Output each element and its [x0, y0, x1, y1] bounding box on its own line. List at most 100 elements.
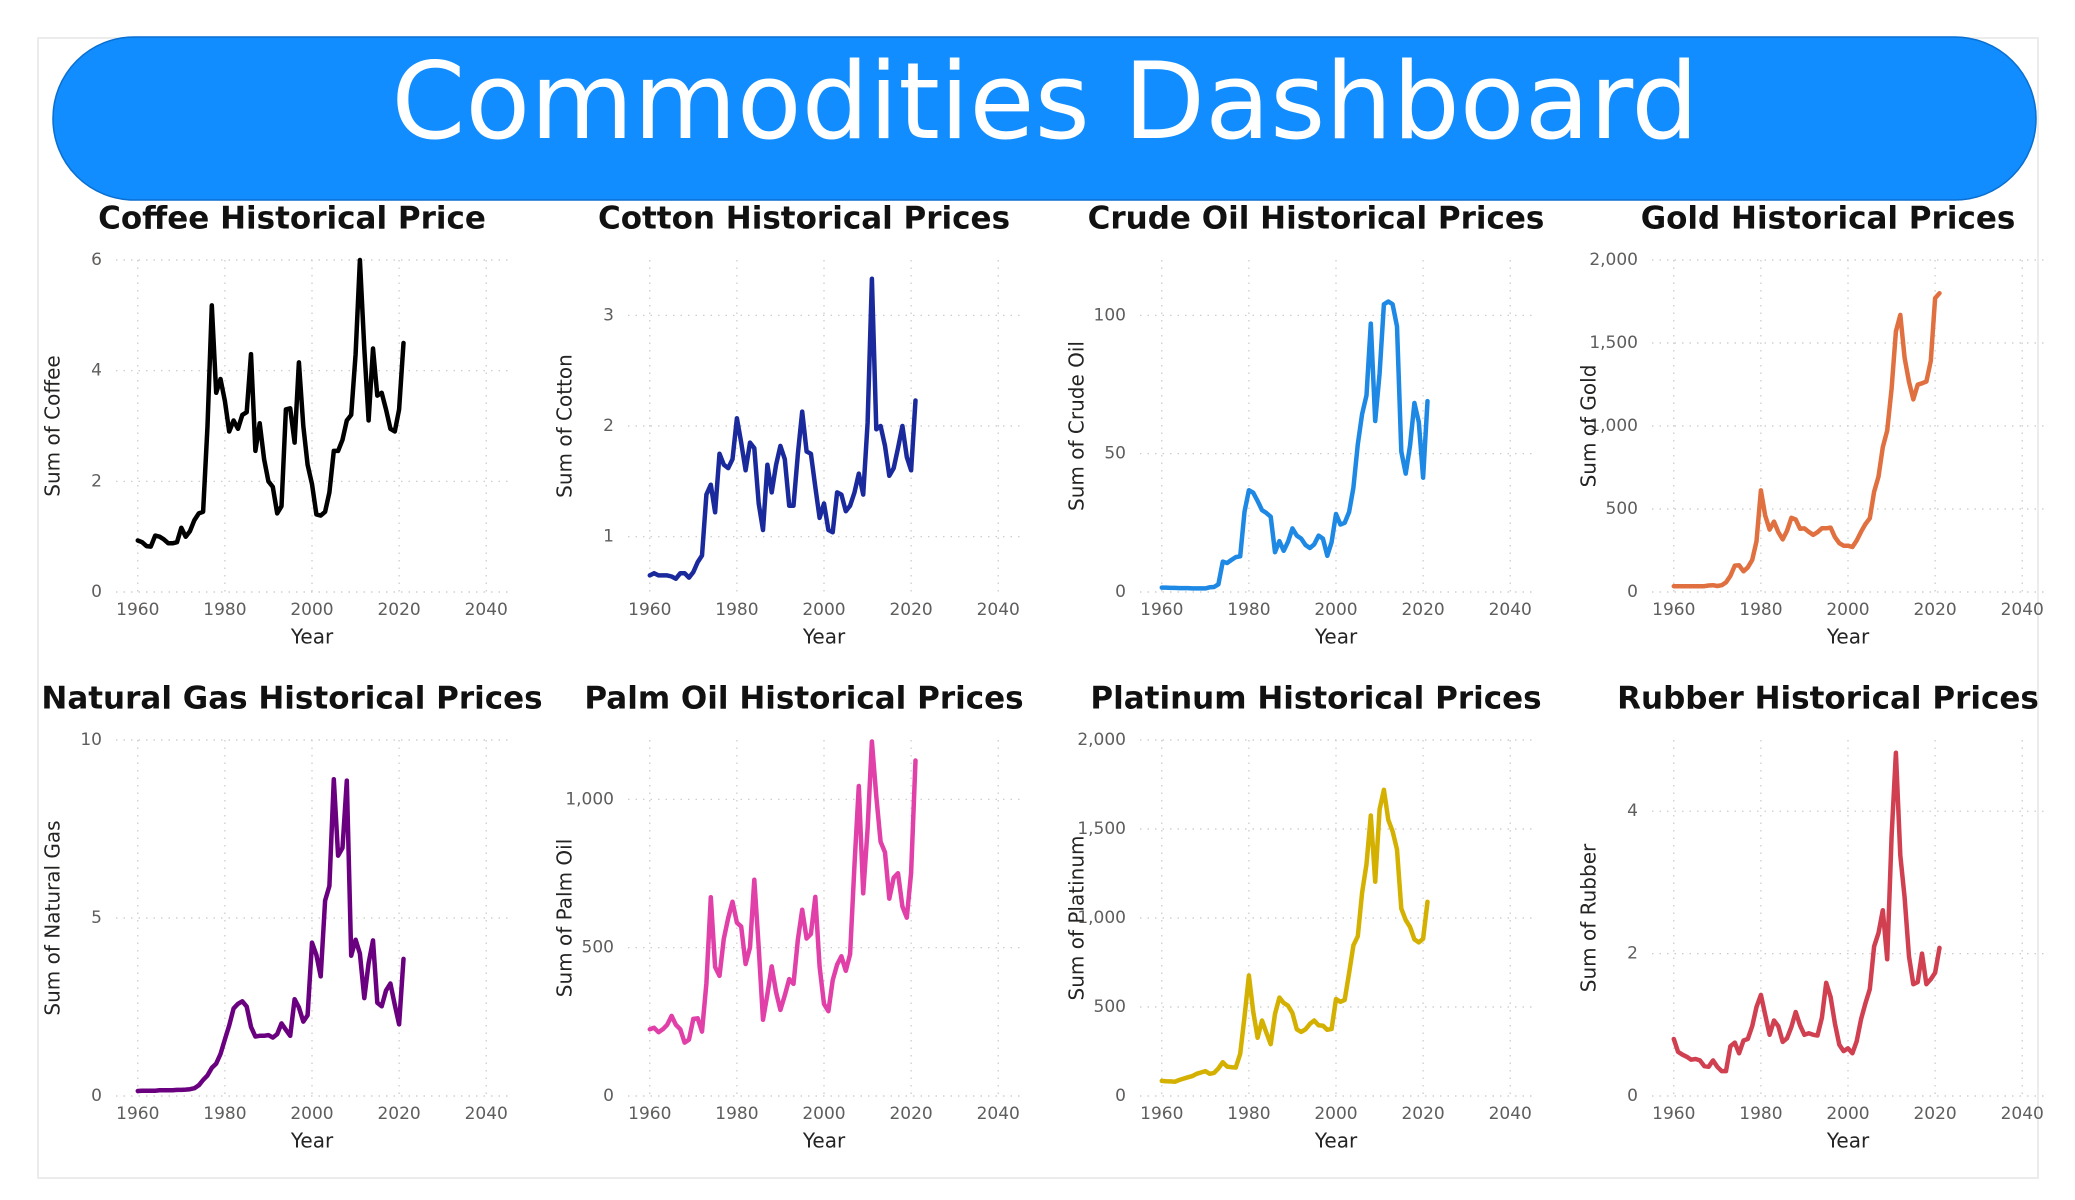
x-axis-label: Year	[1314, 1129, 1358, 1153]
x-tick-label: 1980	[203, 600, 246, 620]
x-tick-label: 1980	[715, 1104, 758, 1124]
y-tick-label: 1,000	[565, 789, 614, 809]
x-tick-label: 1960	[1140, 1104, 1183, 1124]
x-tick-label: 2020	[1913, 1104, 1956, 1124]
chart-title: Palm Oil Historical Prices	[584, 681, 1023, 717]
y-tick-label: 2	[1627, 944, 1638, 964]
price-line	[1159, 787, 1430, 1085]
x-tick-label: 2040	[2001, 1104, 2044, 1124]
x-axis-label: Year	[802, 1129, 846, 1153]
y-tick-label: 10	[80, 730, 102, 750]
y-tick-label: 50	[1104, 444, 1126, 464]
y-tick-label: 1,000	[1077, 908, 1126, 928]
x-tick-label: 2020	[889, 600, 932, 620]
y-axis-label: Sum of Rubber	[1577, 843, 1601, 992]
x-axis-label: Year	[802, 625, 846, 649]
x-tick-label: 2020	[889, 1104, 932, 1124]
x-tick-label: 2040	[2001, 600, 2044, 620]
x-axis-label: Year	[1314, 625, 1358, 649]
y-axis-label: Sum of Coffee	[41, 355, 65, 496]
price-line	[135, 257, 406, 549]
x-tick-label: 1980	[1739, 600, 1782, 620]
y-tick-label: 1,000	[1589, 416, 1638, 436]
y-tick-label: 100	[1094, 305, 1126, 325]
dashboard-title: Commodities Dashboard	[391, 40, 1698, 163]
x-tick-label: 2020	[377, 1104, 420, 1124]
chart-title: Crude Oil Historical Prices	[1088, 201, 1545, 237]
x-tick-label: 2040	[977, 600, 1020, 620]
y-tick-label: 5	[91, 908, 102, 928]
y-tick-label: 4	[1627, 801, 1638, 821]
x-tick-label: 2040	[1489, 600, 1532, 620]
x-tick-label: 1960	[1140, 600, 1183, 620]
y-axis-label: Sum of Crude Oil	[1065, 341, 1089, 511]
y-tick-label: 500	[1606, 499, 1638, 519]
x-tick-label: 2000	[290, 600, 333, 620]
x-tick-label: 1960	[628, 1104, 671, 1124]
y-tick-label: 500	[582, 938, 614, 958]
x-tick-label: 1980	[715, 600, 758, 620]
x-tick-label: 2040	[465, 1104, 508, 1124]
price-line	[1671, 290, 1942, 589]
chart-title: Gold Historical Prices	[1641, 201, 2016, 237]
x-tick-label: 2020	[1913, 600, 1956, 620]
y-tick-label: 2,000	[1077, 730, 1126, 750]
y-tick-label: 1,500	[1077, 819, 1126, 839]
x-tick-label: 2040	[977, 1104, 1020, 1124]
x-tick-label: 2000	[290, 1104, 333, 1124]
price-line	[1159, 299, 1430, 591]
x-tick-label: 1980	[1227, 600, 1270, 620]
x-tick-label: 2020	[377, 600, 420, 620]
y-axis-label: Sum of Gold	[1577, 365, 1601, 488]
x-tick-label: 1980	[1227, 1104, 1270, 1124]
y-tick-label: 6	[91, 250, 102, 270]
header-banner	[52, 36, 2037, 201]
price-line	[647, 739, 918, 1045]
x-tick-label: 1980	[203, 1104, 246, 1124]
x-tick-label: 2040	[1489, 1104, 1532, 1124]
y-tick-label: 500	[1094, 997, 1126, 1017]
x-axis-label: Year	[290, 1129, 334, 1153]
x-tick-label: 2020	[1401, 1104, 1444, 1124]
y-tick-label: 0	[1627, 1086, 1638, 1106]
x-tick-label: 2000	[1826, 1104, 1869, 1124]
y-tick-label: 0	[1115, 582, 1126, 602]
y-tick-label: 0	[1115, 1086, 1126, 1106]
chart-title: Coffee Historical Price	[98, 201, 486, 237]
y-tick-label: 0	[91, 582, 102, 602]
x-tick-label: 2000	[1826, 600, 1869, 620]
x-tick-label: 1960	[628, 600, 671, 620]
x-axis-label: Year	[290, 625, 334, 649]
y-axis-label: Sum of Cotton	[553, 354, 577, 498]
x-tick-label: 1960	[116, 600, 159, 620]
y-tick-label: 2	[603, 416, 614, 436]
y-axis-label: Sum of Palm Oil	[553, 839, 577, 998]
chart-title: Cotton Historical Prices	[598, 201, 1010, 237]
y-axis-label: Sum of Platinum	[1065, 836, 1089, 1001]
x-tick-label: 2000	[1314, 1104, 1357, 1124]
price-line	[1671, 750, 1942, 1074]
y-axis-label: Sum of Natural Gas	[41, 820, 65, 1015]
x-axis-label: Year	[1826, 625, 1870, 649]
y-tick-label: 0	[1627, 582, 1638, 602]
y-tick-label: 4	[91, 361, 102, 381]
x-tick-label: 1980	[1739, 1104, 1782, 1124]
y-tick-label: 0	[91, 1086, 102, 1106]
x-tick-label: 2020	[1401, 600, 1444, 620]
x-tick-label: 1960	[1652, 600, 1695, 620]
x-tick-label: 2040	[465, 600, 508, 620]
chart-title: Rubber Historical Prices	[1617, 681, 2039, 717]
y-tick-label: 2,000	[1589, 250, 1638, 270]
y-tick-label: 0	[603, 1086, 614, 1106]
price-line	[647, 276, 918, 581]
chart-title: Natural Gas Historical Prices	[41, 681, 542, 717]
x-tick-label: 2000	[802, 1104, 845, 1124]
price-line	[135, 776, 406, 1094]
y-tick-label: 3	[603, 305, 614, 325]
x-tick-label: 1960	[1652, 1104, 1695, 1124]
y-tick-label: 1	[603, 527, 614, 547]
x-tick-label: 1960	[116, 1104, 159, 1124]
y-tick-label: 2	[91, 471, 102, 491]
